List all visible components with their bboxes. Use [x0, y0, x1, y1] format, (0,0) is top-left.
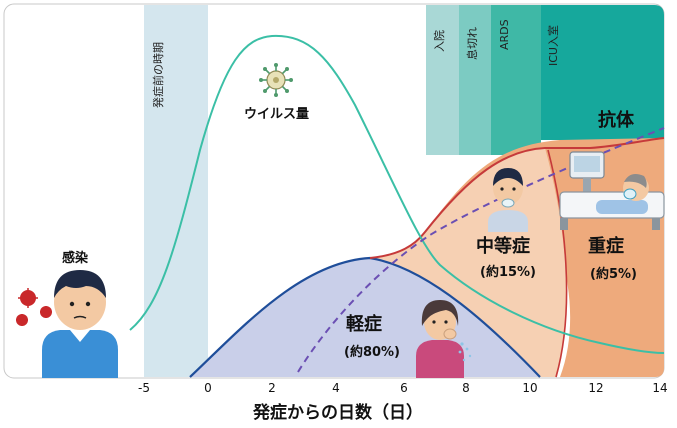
- x-tick-label: 12: [588, 381, 603, 395]
- virus-amount-label: ウイルス量: [244, 107, 309, 122]
- virus-curve: [129, 34, 665, 354]
- x-tick-label: 10: [522, 381, 537, 395]
- x-tick-label: 14: [652, 381, 667, 395]
- x-tick-label: 4: [332, 381, 340, 395]
- mild-curve: [189, 256, 541, 378]
- coughing-woman-icon: [416, 300, 472, 378]
- infection-label: 感染: [62, 250, 89, 266]
- moderate-curve: [369, 137, 665, 259]
- severe-percent: (約5%): [590, 266, 637, 282]
- antibody-line: [297, 127, 665, 373]
- moderate-percent: (約15%): [480, 264, 536, 280]
- x-tick-label: 2: [268, 381, 276, 395]
- x-tick-label: -5: [138, 381, 150, 395]
- moderate-region: [370, 148, 567, 377]
- x-tick-label: 6: [400, 381, 408, 395]
- infected-person-icon: [42, 270, 118, 378]
- ards-label: ARDS: [498, 19, 511, 50]
- moderate-label: 中等症: [476, 235, 530, 257]
- x-axis-ticks: -5 0 2 4 6 8 10 12 14: [138, 381, 668, 395]
- severe-boundary: [547, 149, 568, 378]
- hospitalization-band: [426, 5, 459, 155]
- antibody-label: 抗体: [598, 109, 635, 131]
- x-tick-label: 0: [204, 381, 212, 395]
- oxygen-patient-icon: [488, 168, 528, 232]
- shortness-of-breath-label: 息切れ: [465, 27, 479, 60]
- pre-symptom-label: 発症前の時期: [151, 42, 165, 108]
- germ-icons: [16, 288, 52, 326]
- mild-label: 軽症: [346, 313, 382, 335]
- x-axis-title: 発症からの日数（日）: [252, 402, 423, 423]
- icu-band: [541, 5, 664, 140]
- mild-percent: (約80%): [344, 344, 400, 360]
- virus-icon: [259, 63, 293, 97]
- icu-patient-icon: [559, 151, 665, 230]
- severe-label: 重症: [588, 235, 624, 257]
- pre-symptom-band: [144, 5, 208, 377]
- x-tick-label: 8: [462, 381, 470, 395]
- hospitalization-label: 入院: [432, 30, 446, 52]
- ards-band: [491, 5, 541, 155]
- shortness-of-breath-band: [459, 5, 491, 155]
- icu-label: ICU入室: [546, 25, 560, 66]
